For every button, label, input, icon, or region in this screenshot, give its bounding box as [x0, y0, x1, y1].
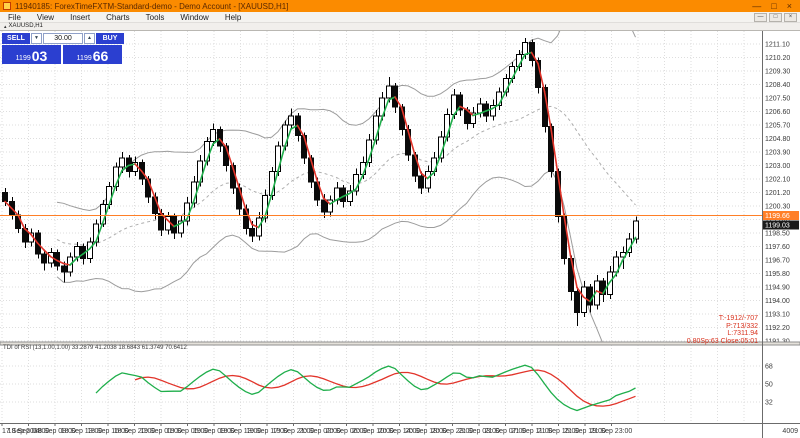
svg-text:19 Sep 17:00: 19 Sep 17:00 [246, 428, 288, 435]
chart-tab-bar: ▴ XAUUSD,H1 [0, 23, 800, 31]
menu-help[interactable]: Help [224, 12, 242, 22]
svg-text:19 Sep 21:00: 19 Sep 21:00 [273, 428, 315, 435]
app-icon [3, 2, 11, 10]
svg-text:1210.20: 1210.20 [765, 55, 790, 62]
svg-text:19 Sep 01:00: 19 Sep 01:00 [140, 428, 182, 435]
buy-price-prefix: 1199 [76, 55, 92, 62]
price-chart-svg: 1211.10 1210.20 1209.30 1208.40 1207.50 1206.… [0, 31, 800, 438]
svg-text:1207.50: 1207.50 [765, 96, 790, 103]
volume-down-icon[interactable]: ▼ [31, 33, 42, 44]
svg-text:1204.80: 1204.80 [765, 136, 790, 143]
menu-window[interactable]: Window [180, 12, 209, 22]
svg-text:20 Sep 18:00: 20 Sep 18:00 [405, 428, 447, 435]
svg-text:1194.90: 1194.90 [765, 285, 790, 292]
one-click-trading-panel: SELL ▼ 30.00 ▲ BUY 1199 03 1199 66 [2, 33, 124, 64]
svg-text:21 Sep 15:00: 21 Sep 15:00 [538, 428, 580, 435]
svg-text:18 Sep 16:00: 18 Sep 16:00 [87, 428, 129, 435]
chart-tab-xauusd[interactable]: XAUUSD,H1 [8, 23, 43, 29]
svg-text:1192.20: 1192.20 [765, 325, 790, 332]
svg-text:17 Sep 2018: 17 Sep 2018 [2, 428, 42, 435]
buy-button[interactable]: BUY [96, 33, 124, 44]
svg-text:4009: 4009 [782, 428, 798, 435]
svg-text:1202.10: 1202.10 [765, 177, 790, 184]
svg-text:50: 50 [765, 382, 773, 389]
window-controls: — □ × [752, 0, 800, 12]
svg-text:18 Sep 20:00: 18 Sep 20:00 [114, 428, 156, 435]
minimize-icon[interactable]: — [752, 1, 762, 11]
svg-text:20 Sep 06:00: 20 Sep 06:00 [326, 428, 368, 435]
svg-text:1197.60: 1197.60 [765, 244, 790, 251]
svg-text:1193.10: 1193.10 [765, 312, 790, 319]
svg-text:21 Sep 11:00: 21 Sep 11:00 [511, 428, 552, 435]
svg-text:18 Sep 08:00: 18 Sep 08:00 [34, 428, 76, 435]
chart-tab-bullet-icon: ▴ [4, 23, 7, 30]
title-bar[interactable]: 11940185: ForexTimeFXTM-Standard-demo - … [0, 0, 800, 12]
svg-text:1211.10: 1211.10 [765, 42, 790, 49]
volume-up-icon[interactable]: ▲ [84, 33, 95, 44]
svg-text:1196.70: 1196.70 [765, 258, 790, 265]
annotation-line-2: P:713/332 [726, 322, 758, 330]
sell-price-display[interactable]: 1199 03 [2, 45, 61, 64]
chart-annotation: T:-1912/-707 P:713/332 L:7311.94 0.80Sp:… [687, 315, 758, 345]
volume-input[interactable]: 30.00 [43, 33, 83, 44]
sell-price-main: 03 [31, 48, 48, 64]
svg-text:19 Sep 13:00: 19 Sep 13:00 [220, 428, 262, 435]
menu-tools[interactable]: Tools [145, 12, 165, 22]
svg-text:1194.00: 1194.00 [765, 298, 790, 305]
svg-text:19 Sep 09:00: 19 Sep 09:00 [193, 428, 235, 435]
sell-price-prefix: 1199 [15, 55, 31, 62]
svg-text:1198.50: 1198.50 [765, 231, 790, 238]
trade-panel-top-row: SELL ▼ 30.00 ▲ BUY [2, 33, 124, 44]
svg-text:32: 32 [765, 400, 773, 407]
menu-bar: File View Insert Charts Tools Window Hel… [0, 12, 800, 23]
svg-text:18 Sep 04:00: 18 Sep 04:00 [8, 428, 50, 435]
trade-panel-price-row: 1199 03 1199 66 [2, 45, 124, 64]
svg-text:68: 68 [765, 364, 773, 371]
sell-button[interactable]: SELL [2, 33, 30, 44]
indicator-label: TDI of RSI (13,1.00,1.00) 33.2879 41.203… [3, 345, 187, 351]
svg-text:18 Sep 13:00: 18 Sep 13:00 [61, 428, 103, 435]
chart-canvas[interactable]: 1211.10 1210.20 1209.30 1208.40 1207.50 1206.… [0, 31, 800, 438]
close-icon[interactable]: × [786, 1, 792, 11]
svg-text:19 Sep 05:00: 19 Sep 05:00 [167, 428, 209, 435]
buy-price-display[interactable]: 1199 66 [63, 45, 122, 64]
annotation-line-3: L:7311.94 [727, 330, 758, 337]
menu-charts[interactable]: Charts [106, 12, 130, 22]
svg-text:1201.20: 1201.20 [765, 190, 790, 197]
menu-file[interactable]: File [8, 12, 21, 22]
svg-text:20 Sep 14:00: 20 Sep 14:00 [379, 428, 421, 435]
svg-text:20 Sep 02:00: 20 Sep 02:00 [299, 428, 341, 435]
menu-insert[interactable]: Insert [70, 12, 91, 22]
svg-text:1199.03: 1199.03 [765, 223, 790, 230]
svg-text:21 Sep 23:00: 21 Sep 23:00 [591, 428, 633, 435]
menu-view[interactable]: View [36, 12, 55, 22]
svg-text:1205.70: 1205.70 [765, 123, 790, 130]
svg-text:1208.40: 1208.40 [765, 82, 790, 89]
child-close-icon[interactable]: × [784, 12, 797, 22]
svg-text:1195.80: 1195.80 [765, 271, 790, 278]
child-restore-icon[interactable]: □ [769, 12, 782, 22]
annotation-line-4: 0.80Sp:63 Close:05:01 [686, 337, 758, 345]
svg-text:21 Sep 03:00: 21 Sep 03:00 [458, 428, 500, 435]
child-window-controls: — □ × [754, 12, 800, 22]
restore-icon[interactable]: □ [771, 1, 777, 11]
svg-text:20 Sep 10:00: 20 Sep 10:00 [352, 428, 394, 435]
svg-text:21 Sep 19:00: 21 Sep 19:00 [564, 428, 606, 435]
svg-text:1200.30: 1200.30 [765, 204, 790, 211]
annotation-line-1: T:-1912/-707 [718, 315, 758, 322]
svg-text:21 Sep 07:00: 21 Sep 07:00 [485, 428, 527, 435]
buy-price-main: 66 [92, 48, 109, 64]
child-minimize-icon[interactable]: — [754, 12, 767, 22]
svg-text:1199.66: 1199.66 [765, 213, 790, 220]
svg-text:1203.90: 1203.90 [765, 150, 790, 157]
svg-text:1209.30: 1209.30 [765, 69, 790, 76]
svg-text:1206.60: 1206.60 [765, 109, 790, 116]
window-title: 11940185: ForexTimeFXTM-Standard-demo - … [15, 1, 289, 11]
svg-text:1203.00: 1203.00 [765, 163, 790, 170]
svg-text:20 Sep 23:00: 20 Sep 23:00 [432, 428, 474, 435]
